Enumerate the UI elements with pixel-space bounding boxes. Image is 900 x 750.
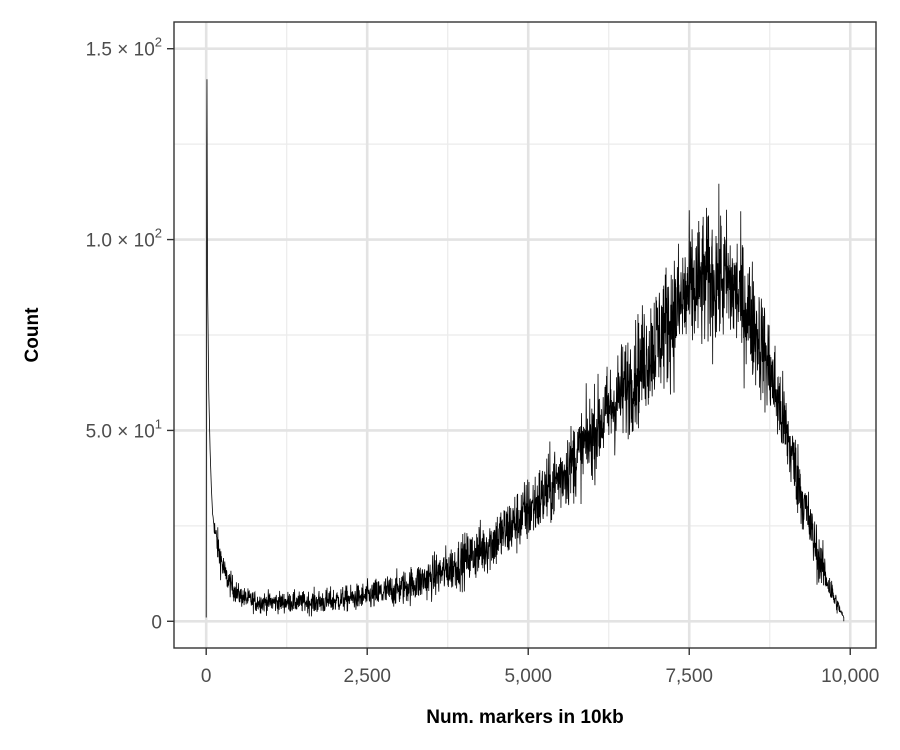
x-axis-title: Num. markers in 10kb — [426, 707, 623, 728]
y-tick-label-base: 1.5 × 10 — [86, 40, 155, 61]
y-tick-label: 5.0 × 101 — [86, 416, 162, 442]
y-tick-label-base: 5.0 × 10 — [86, 421, 155, 442]
x-axis-ticks: 0 2,500 5,000 7,500 10,000 — [201, 648, 879, 687]
y-tick-label-exponent: 1 — [155, 416, 162, 431]
y-tick-label: 1.5 × 102 — [86, 35, 162, 61]
y-tick-label-base: 1.0 × 10 — [86, 231, 155, 252]
y-tick-label: 1.0 × 102 — [86, 226, 162, 252]
x-tick-label: 5,000 — [504, 666, 552, 687]
y-tick-label-exponent: 2 — [155, 226, 162, 241]
x-tick-label: 0 — [201, 666, 212, 687]
y-axis-title: Count — [22, 307, 43, 363]
major-gridlines — [174, 22, 876, 648]
y-tick-label-exponent: 2 — [155, 35, 162, 50]
series-line — [205, 79, 845, 622]
plot-panel-border — [173, 21, 877, 649]
x-tick-label: 10,000 — [821, 666, 879, 687]
y-tick-label-base: 0 — [151, 612, 162, 633]
series-layer — [205, 79, 845, 622]
x-tick-label: 7,500 — [665, 666, 713, 687]
y-tick-label: 0 — [151, 612, 162, 633]
minor-gridlines — [174, 22, 876, 648]
x-tick-label: 2,500 — [343, 666, 391, 687]
